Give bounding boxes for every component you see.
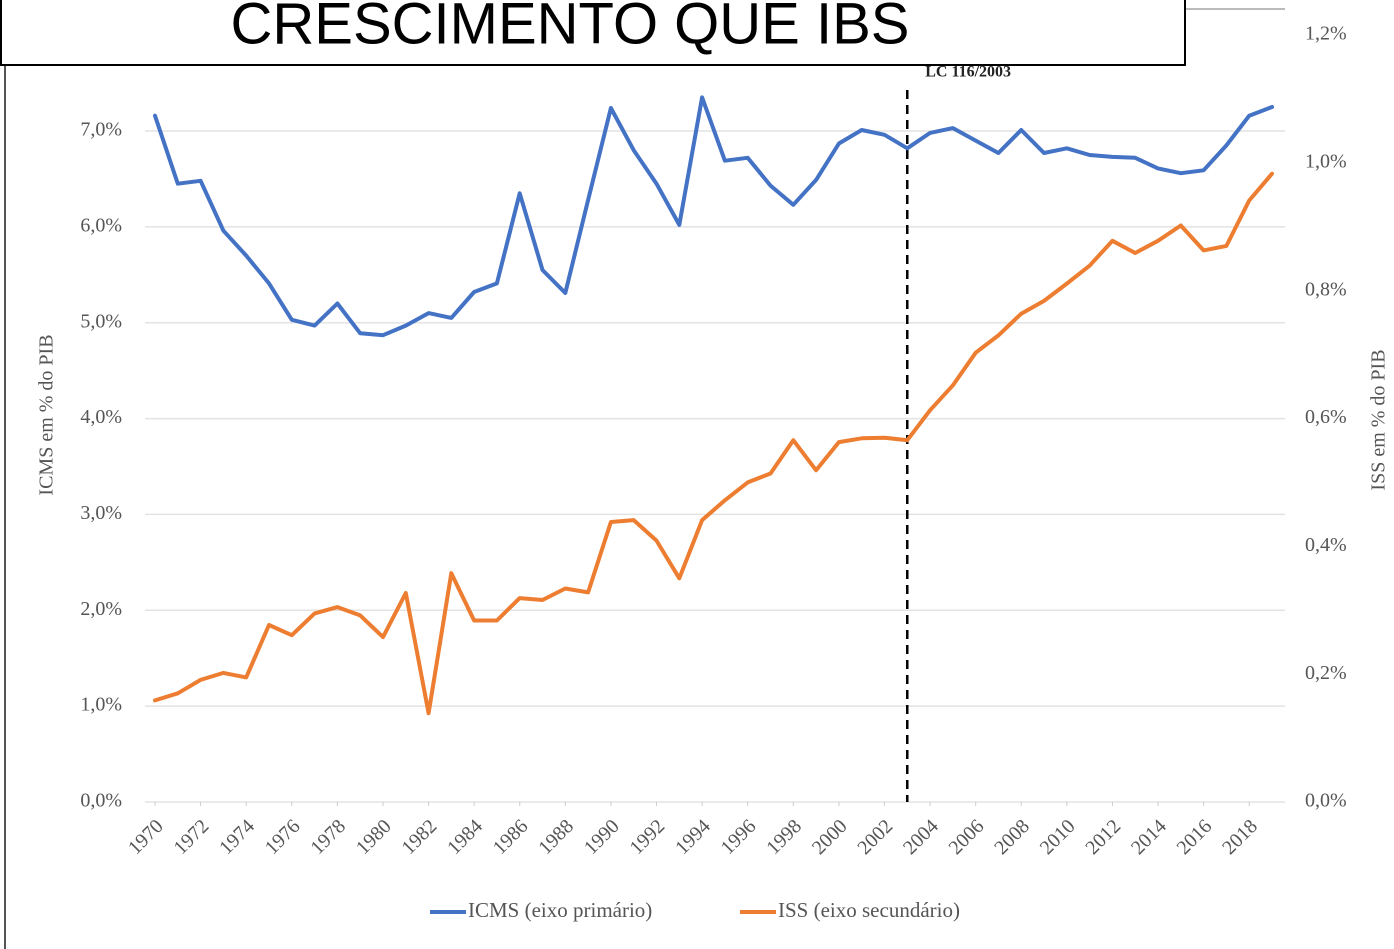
y-tick-label: 6,0% <box>80 214 122 236</box>
x-tick-label: 2008 <box>990 815 1034 859</box>
x-tick-label: 1994 <box>671 815 715 859</box>
x-tick-label: 2014 <box>1127 815 1171 859</box>
y2-tick-label: 0,8% <box>1305 278 1347 300</box>
x-tick-label: 2004 <box>899 815 943 859</box>
x-tick-label: 1978 <box>306 815 350 859</box>
x-tick-label: 2006 <box>945 815 989 859</box>
y2-axis-label: ISS em % do PIB <box>1368 349 1390 490</box>
x-tick-label: 2012 <box>1081 815 1125 859</box>
y2-tick-label: 1,0% <box>1305 150 1347 172</box>
y-tick-label: 0,0% <box>80 790 122 812</box>
x-tick-label: 1988 <box>534 815 578 859</box>
y2-tick-label: 0,2% <box>1305 662 1347 684</box>
title-box <box>0 0 1186 66</box>
x-tick-label: 1990 <box>580 815 624 859</box>
x-tick-label: 2018 <box>1218 815 1262 859</box>
annotation-label: LC 116/2003 <box>925 64 1011 81</box>
y2-tick-label: 1,2% <box>1305 23 1347 45</box>
y2-tick-label: 0,0% <box>1305 790 1347 812</box>
y-tick-label: 7,0% <box>80 119 122 141</box>
y-axis-label: ICMS em % do PIB <box>36 334 58 495</box>
x-tick-label: 1996 <box>717 815 761 859</box>
y-tick-label: 4,0% <box>80 406 122 428</box>
series-line <box>153 171 1274 716</box>
series-line <box>153 95 1274 338</box>
x-tick-label: 1974 <box>215 815 259 859</box>
x-tick-label: 2010 <box>1036 815 1080 859</box>
chart-title: CRESCIMENTO QUE IBS <box>231 0 910 56</box>
x-tick-label: 1970 <box>124 815 168 859</box>
legend-label: ICMS (eixo primário) <box>468 898 652 922</box>
x-tick-label: 1980 <box>352 815 396 859</box>
y-tick-label: 5,0% <box>80 310 122 332</box>
x-tick-label: 2002 <box>853 815 897 859</box>
plot-area: 0,0% 1,0% 2,0% 3,0% 4,0% 5,0% 6,0% 7,0% 0,0% 0,2%… <box>80 23 1346 922</box>
x-tick-label: 2016 <box>1173 815 1217 859</box>
x-tick-label: 1972 <box>170 815 214 859</box>
legend-label: ISS (eixo secundário) <box>778 898 960 922</box>
x-tick-label: 1998 <box>762 815 806 859</box>
x-tick-label: 1976 <box>261 815 305 859</box>
y-tick-label: 1,0% <box>80 694 122 716</box>
y2-tick-label: 0,6% <box>1305 406 1347 428</box>
x-tick-label: 1984 <box>443 815 487 859</box>
x-tick-label: 1992 <box>625 815 669 859</box>
x-tick-label: 1982 <box>397 815 441 859</box>
y-tick-label: 3,0% <box>80 502 122 524</box>
x-tick-label: 2000 <box>808 815 852 859</box>
x-tick-label: 1986 <box>489 815 533 859</box>
y2-tick-label: 0,4% <box>1305 534 1347 556</box>
y-tick-label: 2,0% <box>80 598 122 620</box>
